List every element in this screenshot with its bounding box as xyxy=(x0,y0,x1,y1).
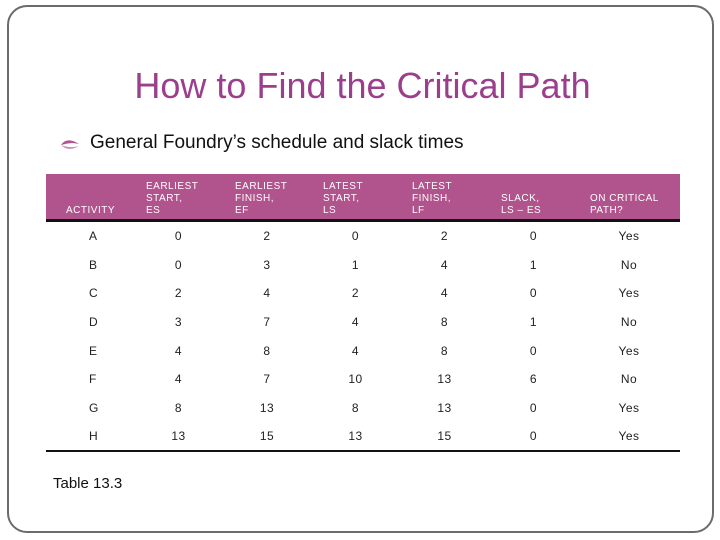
table-cell: 7 xyxy=(263,372,271,387)
table-cell: 6 xyxy=(529,372,538,387)
activity-cell: H xyxy=(46,422,134,452)
table-cell: 2 xyxy=(174,286,183,301)
table-cell: 0 xyxy=(529,400,538,415)
table-cell: 1 xyxy=(351,257,360,272)
header-on-critical-path: ON CRITICAL PATH? xyxy=(578,174,680,219)
table-cell: 3 xyxy=(174,315,183,330)
table-cell: 3 xyxy=(263,257,271,272)
activity-cell: D xyxy=(89,315,99,330)
table-cell: 8 xyxy=(174,400,183,415)
header-line: EF xyxy=(235,205,249,216)
header-slack: SLACK, LS – ES xyxy=(489,174,578,219)
table-cell: 0 xyxy=(351,229,360,244)
table-body: A 0 2 0 2 0 Yes B 0 3 1 4 1 No C 2 4 2 4 0 Yes D 3 7 4 8 1 No E 4 8 4 8 0… xyxy=(46,222,680,452)
table-cell: 2 xyxy=(351,286,360,301)
activity-cell: E xyxy=(89,343,98,358)
header-line: LATEST xyxy=(412,181,453,192)
header-line: LS xyxy=(323,205,337,216)
header-earliest-start: EARLIEST START, ES xyxy=(134,174,223,219)
table-row: C 2 4 2 4 0 Yes xyxy=(46,279,680,308)
table-cell: 15 xyxy=(400,422,489,452)
table-cell: No xyxy=(620,257,638,272)
header-line: START, xyxy=(146,193,183,204)
schedule-table: ACTIVITY EARLIEST START, ES EARLIEST FINISH, E… xyxy=(46,174,680,452)
header-line: EARLIEST xyxy=(146,181,199,192)
table-cell: 15 xyxy=(223,422,311,452)
table-cell: No xyxy=(620,315,638,330)
activity-cell: G xyxy=(89,400,99,415)
table-cell: 13 xyxy=(311,422,400,452)
table-row: E 4 8 4 8 0 Yes xyxy=(46,336,680,365)
table-cell: Yes xyxy=(618,286,640,301)
table-cell: 4 xyxy=(174,343,183,358)
header-line: SLACK, xyxy=(501,193,540,204)
table-cell: Yes xyxy=(618,229,640,244)
table-cell: Yes xyxy=(618,400,640,415)
table-cell: 4 xyxy=(174,372,183,387)
header-line: FINISH, xyxy=(235,193,275,204)
table-cell: 0 xyxy=(174,229,183,244)
table-cell: 4 xyxy=(263,286,271,301)
activity-cell: F xyxy=(89,372,97,387)
table-caption: Table 13.3 xyxy=(53,475,123,492)
header-line: LF xyxy=(412,205,425,216)
table-cell: 8 xyxy=(351,400,360,415)
header-line: ES xyxy=(146,205,161,216)
table-row: B 0 3 1 4 1 No xyxy=(46,251,680,280)
activity-cell: A xyxy=(89,229,98,244)
table-cell: 10 xyxy=(348,372,363,387)
table-cell: 4 xyxy=(440,257,449,272)
table-cell: 0 xyxy=(529,229,538,244)
header-line: START, xyxy=(323,193,360,204)
table-row: H 13 15 13 15 0 Yes xyxy=(46,422,680,452)
header-line: LATEST xyxy=(323,181,364,192)
bullet-text: General Foundry’s schedule and slack tim… xyxy=(90,132,464,153)
table-row: F 4 7 10 13 6 No xyxy=(46,365,680,394)
table-cell: 8 xyxy=(440,315,449,330)
table-header-row: ACTIVITY EARLIEST START, ES EARLIEST FINISH, E… xyxy=(46,174,680,219)
bullet-item: General Foundry’s schedule and slack tim… xyxy=(59,132,464,154)
table-cell: Yes xyxy=(578,422,680,452)
header-line: PATH? xyxy=(590,205,624,216)
bullet-icon xyxy=(59,136,81,150)
table-cell: 13 xyxy=(437,400,452,415)
table-cell: 1 xyxy=(529,257,538,272)
table-cell: 13 xyxy=(134,422,223,452)
table-cell: 1 xyxy=(529,315,538,330)
activity-cell: C xyxy=(89,286,99,301)
table-cell: 8 xyxy=(263,343,271,358)
table-cell: No xyxy=(620,372,638,387)
table-cell: 4 xyxy=(440,286,449,301)
table-cell: 0 xyxy=(489,422,578,452)
table-cell: 13 xyxy=(437,372,452,387)
header-line: ON CRITICAL xyxy=(590,193,659,204)
table-cell: 0 xyxy=(529,343,538,358)
activity-cell: B xyxy=(89,257,98,272)
header-latest-finish: LATEST FINISH, LF xyxy=(400,174,489,219)
header-line: ACTIVITY xyxy=(66,205,116,216)
header-line: FINISH, xyxy=(412,193,452,204)
table-cell: 2 xyxy=(440,229,449,244)
table-row: G 8 13 8 13 0 Yes xyxy=(46,394,680,423)
header-earliest-finish: EARLIEST FINISH, EF xyxy=(223,174,311,219)
table-cell: 7 xyxy=(263,315,271,330)
table-cell: 4 xyxy=(351,343,360,358)
slide-title: How to Find the Critical Path xyxy=(134,65,591,106)
header-activity: ACTIVITY xyxy=(46,174,134,219)
header-latest-start: LATEST START, LS xyxy=(311,174,400,219)
table-cell: 2 xyxy=(263,229,271,244)
table-cell: 8 xyxy=(440,343,449,358)
header-line: EARLIEST xyxy=(235,181,288,192)
table-row: D 3 7 4 8 1 No xyxy=(46,308,680,337)
table-cell: 13 xyxy=(259,400,275,415)
table-cell: 0 xyxy=(174,257,183,272)
table-cell: 4 xyxy=(351,315,360,330)
table-cell: 0 xyxy=(529,286,538,301)
table-row: A 0 2 0 2 0 Yes xyxy=(46,222,680,251)
table-cell: Yes xyxy=(618,343,640,358)
header-line: LS – ES xyxy=(501,205,542,216)
